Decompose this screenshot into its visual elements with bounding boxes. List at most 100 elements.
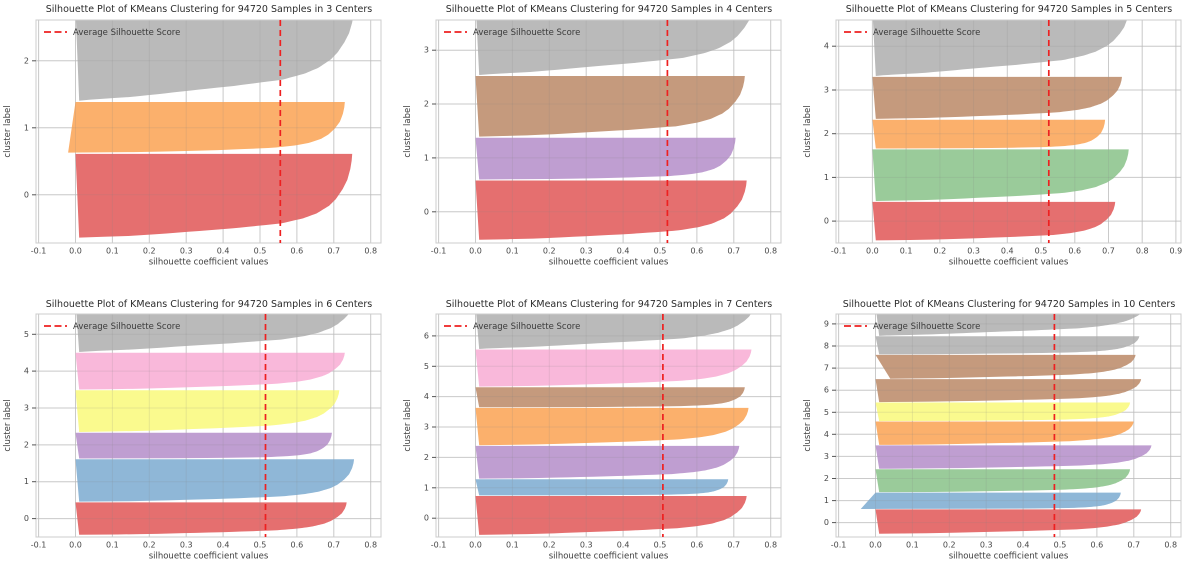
subplot-kmeans-10-centers: Silhouette Plot of KMeans Clustering for… — [800, 285, 1200, 571]
x-tick-label: 0.3 — [967, 247, 980, 256]
x-tick-label: 0.5 — [1054, 541, 1067, 550]
y-tick-label: 4 — [824, 42, 829, 51]
x-tick-label: 0.0 — [69, 247, 82, 256]
x-tick-label: 0.8 — [764, 541, 777, 550]
cluster-1-silhouette — [75, 459, 355, 502]
y-tick-label: 3 — [24, 404, 29, 413]
y-tick-label: 2 — [824, 129, 829, 138]
y-tick-label: 2 — [424, 100, 429, 109]
plot-title: Silhouette Plot of KMeans Clustering for… — [445, 299, 773, 310]
y-axis-label: cluster label — [3, 105, 13, 157]
x-tick-label: 0.0 — [69, 541, 82, 550]
x-tick-label: 0.7 — [327, 247, 340, 256]
x-tick-label: 0.0 — [866, 247, 879, 256]
x-tick-label: 0.4 — [617, 247, 630, 256]
x-tick-label: 0.2 — [943, 541, 956, 550]
x-tick-label: 0.1 — [900, 247, 913, 256]
y-tick-label: 5 — [24, 330, 29, 339]
silhouette-chart-6-centers: 0 1 2 3 4 5 -0.1 0.0 0.1 0.2 0.3 0.4 0.5 0.6 0.7 0.8 sil… — [3, 313, 382, 562]
y-tick-label: 3 — [824, 86, 829, 95]
y-tick-label: 4 — [824, 430, 829, 439]
y-tick-label: 0 — [824, 217, 829, 226]
cluster-4-silhouette — [875, 421, 1134, 445]
cluster-0-silhouette — [75, 153, 353, 238]
subplot-kmeans-4-centers: Silhouette Plot of KMeans Clustering for… — [400, 0, 800, 285]
x-tick-label: 0.7 — [727, 541, 740, 550]
cluster-2-silhouette — [75, 432, 332, 459]
x-tick-label: 0.3 — [580, 541, 593, 550]
cluster-silhouettes — [860, 314, 1152, 534]
x-tick-label: 0.3 — [580, 247, 593, 256]
silhouette-chart-10-centers: 0 1 2 3 4 5 6 7 8 9 -0.1 0.0 0.1 0.2 0.3 0.4 0.5 0.6 0.7 0.… — [803, 313, 1182, 562]
cluster-5-silhouette — [875, 402, 1131, 422]
y-tick-label: 1 — [424, 153, 429, 162]
x-axis-label: silhouette coefficient values — [149, 552, 269, 562]
grid-overlay — [436, 314, 781, 537]
x-axis-label: silhouette coefficient values — [149, 258, 269, 268]
y-axis-label: cluster label — [803, 105, 813, 157]
cluster-2-silhouette — [475, 76, 745, 137]
y-tick-label: 5 — [824, 408, 829, 417]
x-tick-label: -0.1 — [31, 247, 47, 256]
y-tick-label: 1 — [24, 123, 29, 132]
cluster-3-silhouette — [476, 20, 750, 75]
cluster-silhouettes — [872, 20, 1129, 241]
plot-title: Silhouette Plot of KMeans Clustering for… — [45, 4, 373, 15]
subplot-kmeans-5-centers: Silhouette Plot of KMeans Clustering for… — [800, 0, 1200, 285]
y-tick-label: 0 — [424, 514, 429, 523]
x-tick-label: 0.2 — [143, 541, 156, 550]
cluster-3-silhouette — [875, 445, 1152, 469]
x-tick-label: -0.1 — [431, 541, 447, 550]
x-tick-label: 0.5 — [654, 247, 667, 256]
cluster-2-silhouette — [475, 445, 740, 479]
x-tick-label: 0.1 — [106, 247, 119, 256]
cluster-0-silhouette — [475, 495, 747, 535]
cluster-silhouettes — [75, 314, 355, 535]
grid-overlay — [436, 20, 781, 243]
cluster-silhouettes — [68, 20, 353, 238]
x-tick-label: 0.8 — [1136, 247, 1149, 256]
x-tick-label: 0.6 — [691, 541, 704, 550]
y-tick-label: 2 — [424, 453, 429, 462]
y-axis-label: cluster label — [403, 105, 413, 157]
y-tick-label: 3 — [424, 423, 429, 432]
x-tick-label: -0.1 — [831, 247, 847, 256]
y-tick-label: 0 — [24, 514, 29, 523]
x-tick-label: -0.1 — [431, 247, 447, 256]
y-tick-label: 2 — [24, 440, 29, 449]
y-tick-label: 4 — [424, 392, 429, 401]
y-tick-label: 7 — [824, 364, 829, 373]
x-tick-label: 0.3 — [980, 541, 993, 550]
legend-label: Average Silhouette Score — [473, 322, 580, 332]
y-tick-label: 2 — [824, 474, 829, 483]
x-tick-label: 0.7 — [1127, 541, 1140, 550]
x-tick-label: 0.1 — [506, 247, 519, 256]
plot-title: Silhouette Plot of KMeans Clustering for… — [845, 4, 1173, 15]
cluster-4-silhouette — [872, 20, 1127, 76]
x-tick-label: 0.0 — [469, 541, 482, 550]
y-tick-label: 6 — [824, 386, 829, 395]
plot-title: Silhouette Plot of KMeans Clustering for… — [842, 299, 1176, 310]
x-tick-label: -0.1 — [31, 541, 47, 550]
x-tick-label: 0.8 — [1164, 541, 1177, 550]
y-tick-label: 9 — [824, 319, 829, 328]
x-tick-label: 0.4 — [1001, 247, 1014, 256]
y-axis-label: cluster label — [3, 399, 13, 451]
silhouette-chart-4-centers: 0 1 2 3 -0.1 0.0 0.1 0.2 0.3 0.4 0.5 0.6 0.7 0.8 silho… — [403, 19, 782, 268]
x-tick-label: 0.5 — [254, 247, 267, 256]
y-tick-label: 0 — [424, 207, 429, 216]
y-tick-label: 1 — [24, 477, 29, 486]
x-tick-label: 0.4 — [217, 247, 230, 256]
x-tick-label: 0.3 — [180, 247, 193, 256]
y-tick-label: 5 — [424, 362, 429, 371]
cluster-3-silhouette — [75, 390, 340, 432]
x-axis-label: silhouette coefficient values — [549, 258, 669, 268]
cluster-1-silhouette — [872, 149, 1129, 202]
axes-border — [435, 313, 782, 538]
y-axis-label: cluster label — [403, 399, 413, 451]
y-tick-label: 1 — [824, 496, 829, 505]
cluster-6-silhouette — [875, 379, 1142, 403]
x-tick-label: 0.7 — [727, 247, 740, 256]
cluster-5-silhouette — [475, 349, 752, 387]
cluster-1-silhouette — [475, 479, 729, 496]
